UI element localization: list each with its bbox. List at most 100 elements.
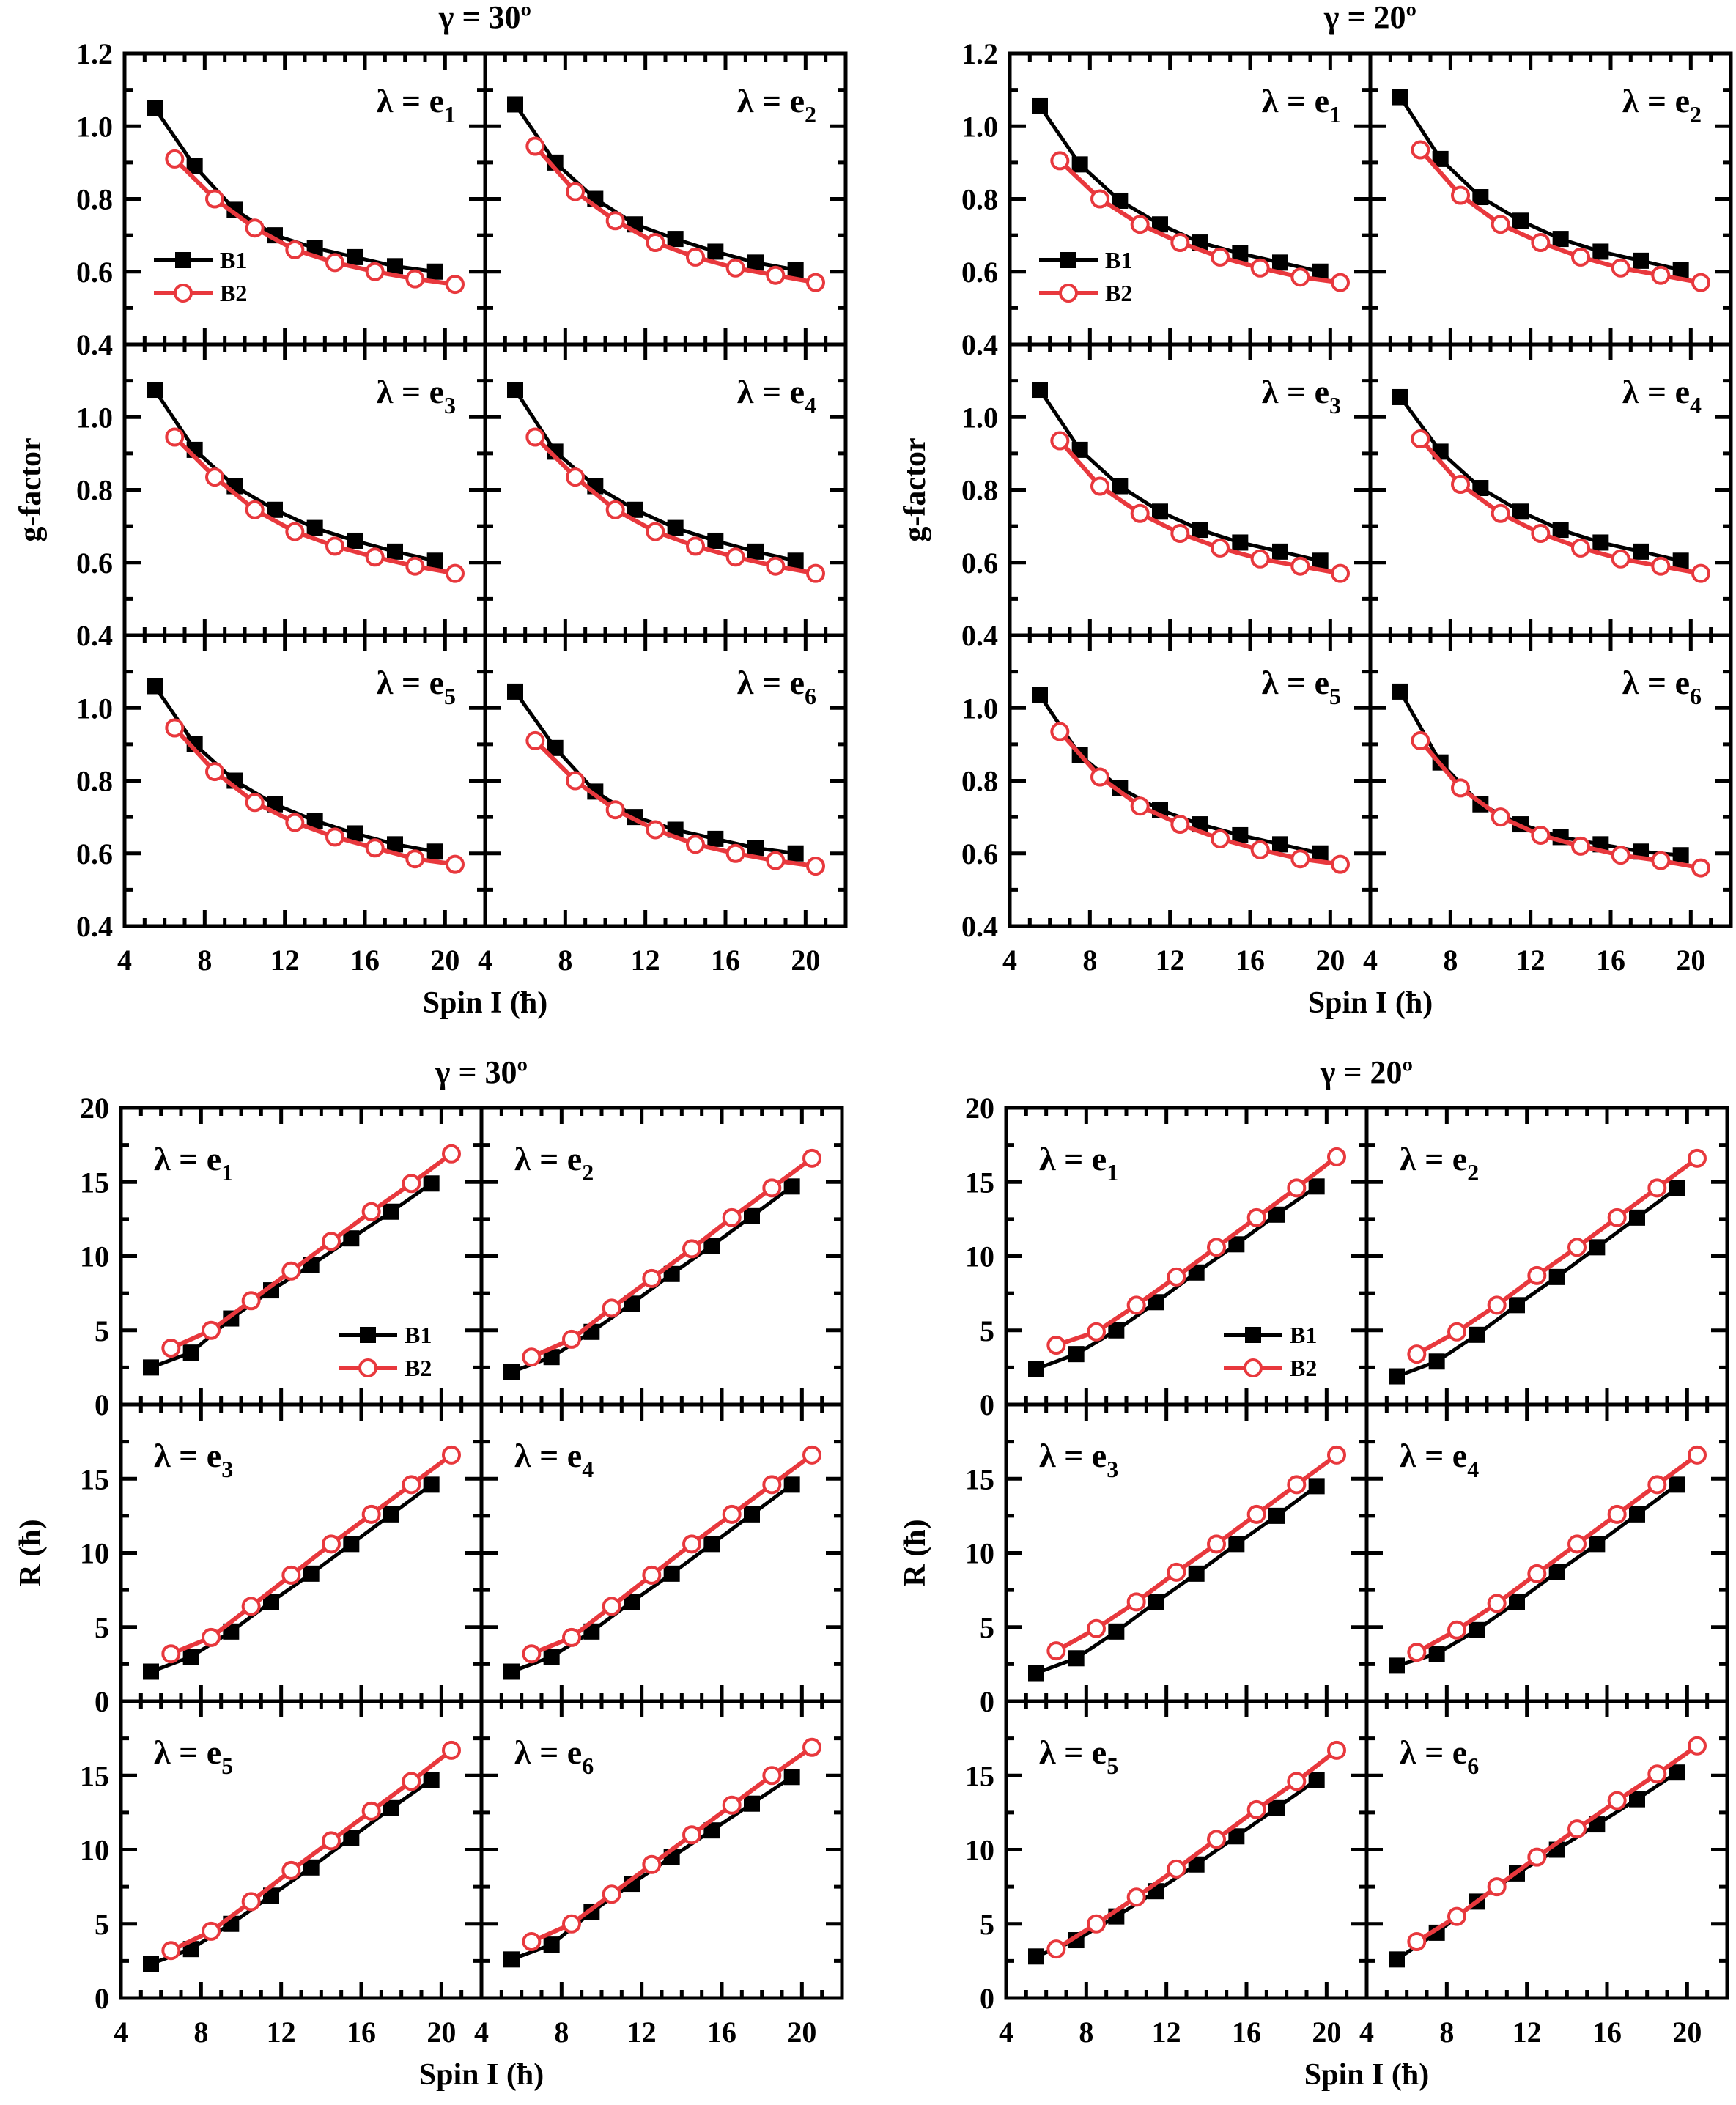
series-line-b2 bbox=[1419, 148, 1702, 285]
data-point-b2 bbox=[322, 1831, 341, 1851]
data-point-b2 bbox=[566, 182, 585, 201]
data-point-b1 bbox=[547, 739, 564, 756]
y-tick-label: 0 bbox=[95, 1982, 109, 2015]
y-tick-label: 5 bbox=[95, 1908, 109, 1941]
data-point-b2 bbox=[1290, 556, 1310, 576]
data-point-b2 bbox=[285, 522, 305, 541]
data-point-b2 bbox=[1647, 1764, 1667, 1784]
data-point-b1 bbox=[1552, 522, 1569, 539]
data-point-b2 bbox=[402, 1475, 421, 1495]
data-point-b1 bbox=[1148, 1594, 1164, 1610]
data-point-b2 bbox=[1287, 1475, 1307, 1495]
data-point-b1 bbox=[347, 532, 363, 549]
data-point-b2 bbox=[1211, 247, 1230, 267]
data-point-b2 bbox=[1531, 233, 1551, 253]
data-point-b1 bbox=[387, 543, 403, 560]
data-point-b1 bbox=[1392, 388, 1408, 405]
data-point-b1 bbox=[1512, 503, 1529, 520]
data-point-b1 bbox=[143, 1663, 159, 1680]
data-point-b2 bbox=[1090, 476, 1109, 496]
y-axis-title: R (ħ) bbox=[14, 1519, 48, 1586]
data-point-b2 bbox=[1050, 431, 1070, 451]
panel-6: 4 8 12 16 20 λ = e6 bbox=[478, 633, 848, 977]
series-line-b2 bbox=[173, 435, 456, 576]
data-point-b1 bbox=[744, 1506, 760, 1523]
data-point-b1 bbox=[783, 1178, 800, 1195]
data-point-b2 bbox=[325, 827, 344, 847]
data-point-b2 bbox=[722, 1504, 742, 1524]
data-point-b1 bbox=[1308, 1478, 1325, 1495]
panel-label-subscript: 1 bbox=[444, 101, 456, 127]
data-point-b2 bbox=[1327, 1147, 1346, 1166]
y-tick-label: 5 bbox=[95, 1611, 109, 1644]
data-point-b1 bbox=[1188, 1264, 1205, 1281]
data-point-b1 bbox=[1629, 1791, 1645, 1808]
panel-label-text: λ = e bbox=[154, 1734, 221, 1771]
data-point-b2 bbox=[1691, 858, 1710, 878]
panel-label-text: λ = e bbox=[1400, 1437, 1467, 1474]
data-point-b2 bbox=[1487, 1594, 1507, 1613]
data-point-b1 bbox=[503, 1663, 520, 1680]
data-point-b2 bbox=[525, 730, 545, 750]
data-point-b1 bbox=[744, 1795, 760, 1812]
x-tick-label: 16 bbox=[347, 2016, 376, 2049]
data-point-b2 bbox=[646, 522, 665, 541]
data-point-b1 bbox=[1032, 382, 1048, 399]
panel-3: 0 5 10 15 λ = e3 bbox=[80, 1402, 484, 1718]
data-point-b2 bbox=[1567, 1534, 1587, 1554]
data-point-b1 bbox=[1032, 687, 1048, 703]
data-point-b2 bbox=[1331, 273, 1350, 292]
data-point-b1 bbox=[1548, 1268, 1565, 1285]
data-point-b2 bbox=[762, 1178, 782, 1198]
data-point-b2 bbox=[802, 1445, 821, 1465]
data-point-b1 bbox=[1068, 1650, 1085, 1667]
x-tick-label: 8 bbox=[1082, 944, 1097, 977]
data-point-b1 bbox=[1188, 1856, 1205, 1873]
chart-title: γ = 30º bbox=[435, 1054, 528, 1090]
data-point-b2 bbox=[1451, 475, 1470, 495]
y-tick-label: 0 bbox=[980, 1388, 994, 1421]
data-point-b1 bbox=[186, 158, 203, 174]
data-point-b1 bbox=[1672, 262, 1689, 278]
data-point-b1 bbox=[1192, 522, 1208, 539]
data-point-b2 bbox=[1451, 778, 1470, 798]
data-point-b1 bbox=[423, 1175, 440, 1192]
y-tick-label: 0.6 bbox=[76, 256, 113, 289]
series-line-b2 bbox=[533, 144, 816, 285]
panel-label-subscript: 6 bbox=[1467, 1753, 1479, 1779]
panel-label-text: λ = e bbox=[1262, 664, 1329, 701]
data-point-b1 bbox=[747, 840, 764, 857]
panel-label-subscript: 2 bbox=[805, 101, 816, 127]
data-point-b2 bbox=[1691, 273, 1710, 292]
data-point-b2 bbox=[566, 771, 585, 791]
x-axis-title: Spin I (ħ) bbox=[1304, 2058, 1429, 2092]
data-point-b1 bbox=[1232, 245, 1249, 262]
data-point-b2 bbox=[762, 1475, 782, 1495]
panel-label-subscript: 6 bbox=[805, 683, 816, 709]
data-point-b1 bbox=[747, 543, 764, 560]
data-point-b1 bbox=[423, 1772, 440, 1788]
data-point-b1 bbox=[1228, 1536, 1245, 1553]
panel-label: λ = e1 bbox=[1262, 82, 1341, 127]
data-point-b2 bbox=[325, 536, 344, 556]
data-point-b2 bbox=[1411, 730, 1430, 750]
x-tick-label: 20 bbox=[1672, 2016, 1702, 2049]
x-tick-label: 16 bbox=[1596, 944, 1625, 977]
data-point-b2 bbox=[1571, 247, 1590, 267]
data-point-b1 bbox=[667, 231, 684, 248]
x-tick-label: 4 bbox=[1002, 944, 1017, 977]
panel-label-text: λ = e bbox=[377, 664, 444, 701]
data-point-b1 bbox=[1268, 1799, 1285, 1816]
data-point-b1 bbox=[1152, 216, 1168, 233]
data-point-b1 bbox=[1188, 1565, 1205, 1582]
data-point-b1 bbox=[1232, 534, 1249, 551]
data-point-b1 bbox=[306, 519, 323, 536]
x-tick-label: 20 bbox=[787, 2016, 816, 2049]
data-point-b1 bbox=[543, 1649, 560, 1665]
data-point-b2 bbox=[365, 547, 385, 567]
data-point-b1 bbox=[783, 1476, 800, 1493]
data-point-b1 bbox=[147, 678, 163, 695]
